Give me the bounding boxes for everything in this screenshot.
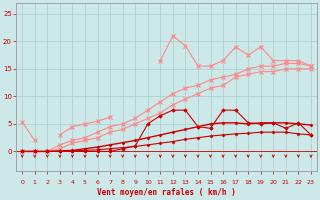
X-axis label: Vent moyen/en rafales ( km/h ): Vent moyen/en rafales ( km/h ): [97, 188, 236, 197]
